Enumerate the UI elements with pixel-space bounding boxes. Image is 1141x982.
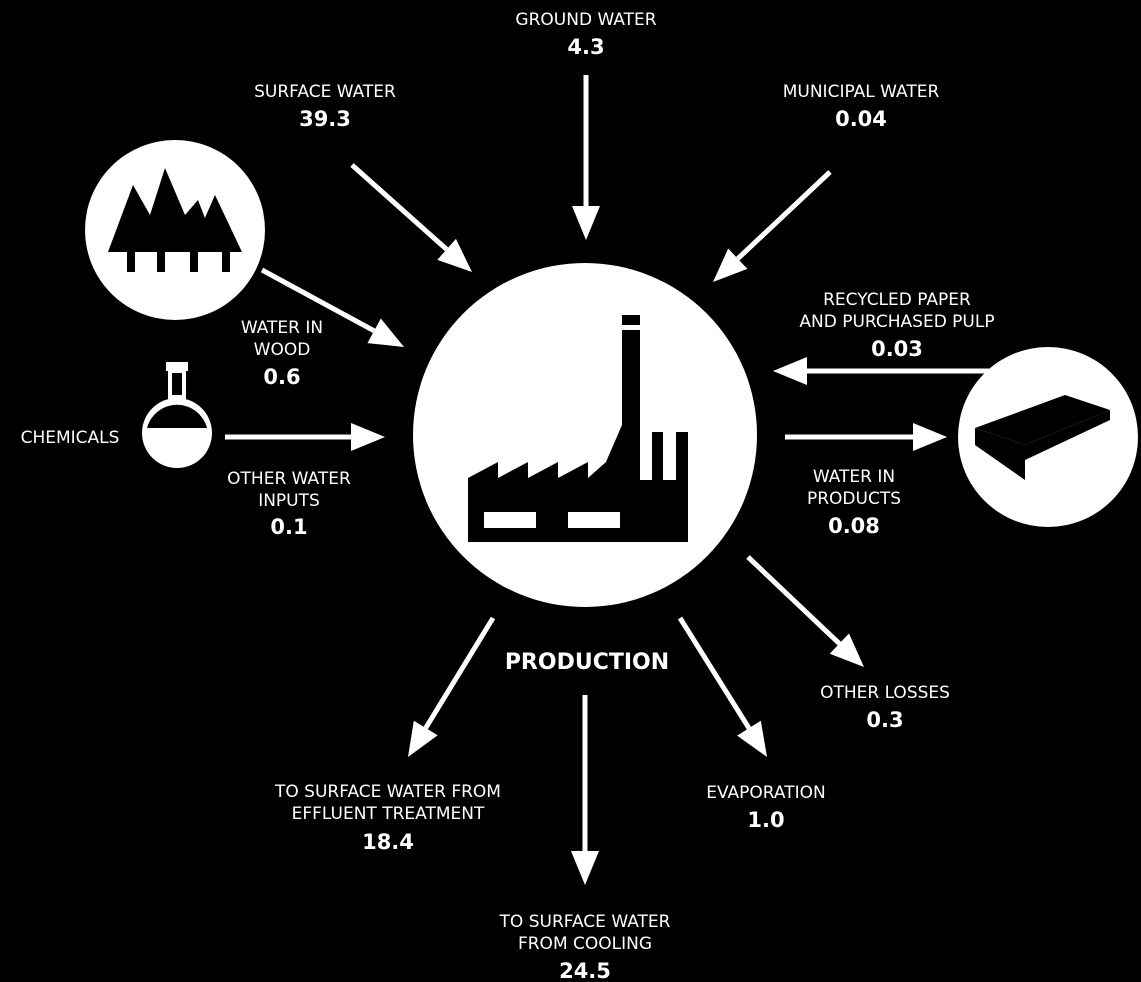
flow-label: RECYCLED PAPER [823,290,971,310]
flow-label: SURFACE WATER [254,82,396,102]
flow-label: CHEMICALS [21,428,120,448]
arrow-head [408,720,438,757]
production-label: PRODUCTION [505,650,669,675]
flow-label: INPUTS [258,491,320,511]
flow-label: WATER IN [241,318,323,338]
flow-label: AND PURCHASED PULP [799,312,994,332]
flow-value: 39.3 [299,107,351,131]
arrow-shaft [736,170,832,261]
flow-label: OTHER LOSSES [820,683,950,703]
flow-value: 4.3 [567,35,604,59]
flow-label: GROUND WATER [515,10,656,30]
flow-label: WATER IN [813,467,895,487]
arrow-head [437,238,472,272]
arrow-head [713,248,748,282]
flow-value: 1.0 [747,808,784,832]
arrow-shaft [423,616,496,730]
arrow-shaft [677,616,752,730]
arrow-head [913,423,947,451]
flow-label: OTHER WATER [227,469,351,489]
paper-icon [975,395,1110,480]
flow-value: 0.08 [828,514,880,538]
factory-window [484,512,536,528]
flow-label: FROM COOLING [518,934,652,954]
arrow-head [367,318,404,347]
arrow-head [773,357,807,385]
flow-value: 0.6 [263,365,300,389]
flow-value: 24.5 [559,959,611,982]
production-circle [413,263,757,607]
factory-window [568,512,620,528]
arrow-shaft [350,163,449,252]
flow-value: 0.03 [871,337,923,361]
arrow-head [572,206,600,240]
flow-label: EFFLUENT TREATMENT [292,804,485,824]
flow-value: 18.4 [362,830,414,854]
flow-label: WOOD [254,340,311,360]
arrow-head [737,720,767,757]
arrow-head [829,633,864,667]
factory-icon [468,315,688,542]
flow-value: 0.3 [866,708,903,732]
flow-label: TO SURFACE WATER FROM [274,782,501,802]
flow-value: 0.1 [270,515,307,539]
flow-label: TO SURFACE WATER [499,912,671,932]
flask-icon [142,362,212,468]
arrow-head [351,423,385,451]
flow-value: 0.04 [835,107,887,131]
arrow-shaft [260,267,376,333]
flow-label: MUNICIPAL WATER [783,82,940,102]
flow-label: EVAPORATION [706,783,825,803]
flow-label: PRODUCTS [807,489,901,509]
arrow-head [571,851,599,885]
arrow-shaft [746,555,842,646]
forest-icon [108,168,242,272]
